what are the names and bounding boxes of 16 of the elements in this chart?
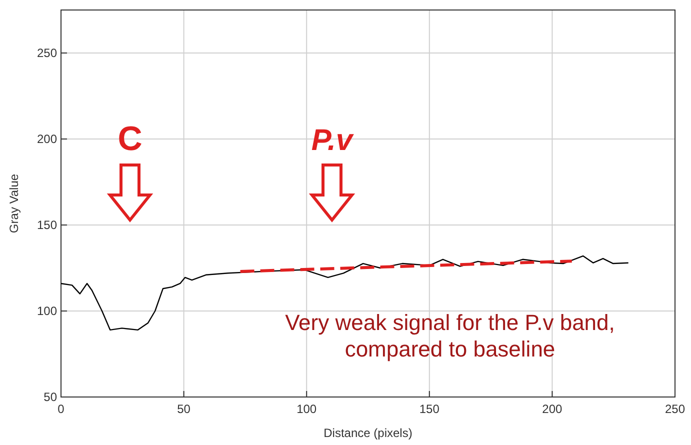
annotation: C — [118, 120, 142, 158]
y-tick-label: 50 — [44, 390, 58, 404]
annotation: P.v — [311, 124, 355, 157]
annotation: Very weak signal for the P.v band, compared to baseline — [285, 310, 615, 362]
x-tick-label: 100 — [296, 402, 317, 416]
x-tick-label: 0 — [58, 402, 65, 416]
x-tick-label: 200 — [542, 402, 563, 416]
y-tick-label: 250 — [36, 46, 58, 60]
y-tick-label: 100 — [36, 304, 58, 318]
x-tick-label: 250 — [664, 402, 686, 416]
x-tick-label: 150 — [419, 402, 440, 416]
y-tick-label: 150 — [36, 218, 58, 232]
x-tick-label: 50 — [177, 402, 191, 416]
y-tick-label: 200 — [36, 132, 58, 146]
y-axis-title: Gray Value — [7, 174, 21, 234]
x-axis-title: Distance (pixels) — [324, 426, 412, 440]
